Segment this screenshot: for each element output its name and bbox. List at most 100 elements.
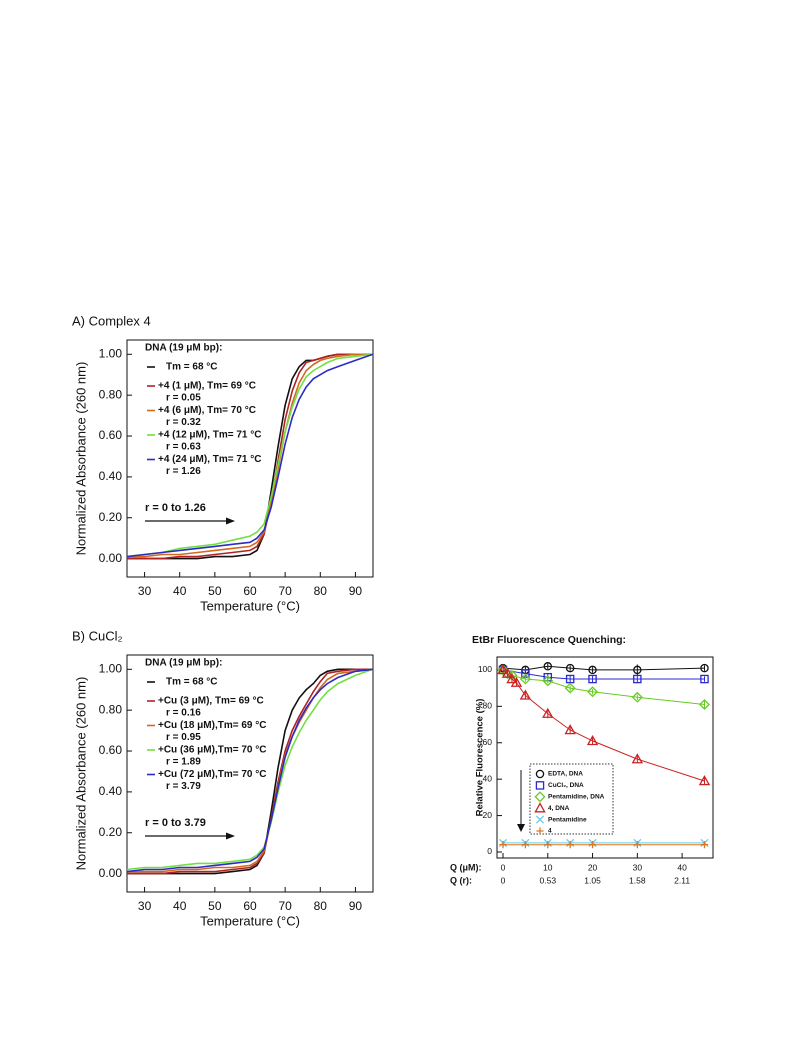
panel-label: B) CuCl₂: [72, 628, 123, 643]
x-tick-label: 30: [633, 862, 643, 872]
marker: [588, 841, 597, 849]
panel-label: A) Complex 4: [72, 313, 151, 328]
y-tick-label: 0.20: [99, 510, 123, 524]
marker: [501, 667, 514, 678]
y-tick-label: 0.20: [99, 825, 123, 839]
marker: [564, 682, 576, 694]
y-tick-label: 0.00: [99, 866, 123, 880]
y-tick-label: 100: [478, 664, 492, 674]
x2-axis-label: Q (r):: [450, 875, 472, 885]
y-tick-label: 0.80: [99, 702, 123, 716]
x-tick-label: 90: [349, 899, 363, 913]
legend-r: r = 0.63: [166, 442, 201, 453]
marker: [535, 781, 545, 790]
marker: [499, 841, 507, 849]
legend-label: +4 (12 μM), Tm= 71 °C: [158, 430, 262, 441]
legend-label: Pentamidine: [548, 816, 587, 823]
x-tick-label: 70: [278, 584, 292, 598]
marker: [566, 841, 574, 849]
legend-box: [529, 763, 614, 835]
marker: [564, 724, 576, 735]
x-tick-label: 80: [314, 584, 328, 598]
x-tick-label: 60: [243, 584, 257, 598]
legend-r: r = 3.79: [166, 781, 201, 792]
marker: [534, 791, 546, 803]
marker: [700, 841, 709, 849]
legend-label: +Cu (36 μM),Tm= 70 °C: [158, 745, 266, 756]
series-line: [126, 353, 374, 558]
x-tick-label: 70: [278, 899, 292, 913]
marker: [588, 665, 597, 675]
y-tick-label: 20: [483, 810, 493, 820]
x-tick-label: 0: [501, 862, 506, 872]
annotation: r = 0 to 3.79: [145, 817, 206, 829]
chart-title: EtBr Fluorescence Quenching:: [472, 634, 626, 646]
series-line: [502, 669, 705, 782]
x-tick-label: 40: [677, 862, 687, 872]
legend-label: Tm = 68 °C: [166, 362, 218, 373]
legend-title: DNA (19 μM bp):: [145, 658, 222, 669]
marker: [543, 662, 553, 671]
legend-r: r = 0.95: [166, 732, 201, 743]
legend-label: 4, DNA: [548, 805, 570, 812]
legend-label: CuCl₂, DNA: [548, 782, 584, 789]
marker: [587, 686, 599, 698]
marker: [542, 675, 554, 687]
y-tick-label: 0.60: [99, 743, 123, 757]
legend-label: EDTA, DNA: [548, 771, 583, 778]
marker: [633, 841, 641, 849]
y-tick-label: 0.60: [99, 428, 123, 442]
y-axis-label: Normalized Absorbance (260 nm): [73, 677, 88, 871]
y-tick-label: 0.80: [99, 387, 123, 401]
legend-label: +Cu (18 μM),Tm= 69 °C: [158, 720, 266, 731]
annotation-arrowhead: [226, 517, 235, 525]
marker: [542, 707, 554, 718]
legend-label: +4 (24 μM), Tm= 71 °C: [158, 454, 262, 465]
series-line: [127, 668, 373, 875]
marker: [586, 735, 599, 746]
y-tick-label: 0.40: [99, 469, 123, 483]
marker: [510, 676, 523, 687]
plot-frame: [496, 656, 714, 859]
marker: [700, 674, 709, 684]
y-axis-label: Normalized Absorbance (260 nm): [73, 362, 88, 556]
marker: [536, 827, 544, 835]
marker: [565, 663, 575, 673]
legend-r: r = 0.16: [166, 708, 201, 719]
x-tick-label: 60: [243, 899, 257, 913]
legend-label: 4: [548, 828, 552, 835]
legend-arrowhead: [517, 824, 525, 832]
series-line: [126, 668, 374, 873]
legend-label: Pentamidine, DNA: [548, 794, 605, 801]
marker: [519, 689, 532, 700]
marker: [535, 769, 545, 779]
marker: [700, 663, 709, 673]
legend-label: Tm = 68 °C: [166, 677, 218, 688]
x2-tick-label: 1.05: [584, 875, 601, 885]
x2-tick-label: 2.11: [674, 875, 690, 885]
marker: [633, 674, 642, 684]
legend-label: +4 (6 μM), Tm= 70 °C: [158, 405, 256, 416]
legend-label: +Cu (72 μM),Tm= 70 °C: [158, 769, 266, 780]
x-tick-label: 50: [208, 899, 222, 913]
y-axis-label: Relative Fluorescence (%): [475, 699, 486, 817]
legend-r: r = 0.05: [166, 393, 201, 404]
marker: [497, 663, 509, 675]
x2-tick-label: 0.53: [540, 875, 557, 885]
x-tick-label: 30: [138, 899, 152, 913]
marker: [534, 802, 546, 813]
y-tick-label: 40: [483, 773, 493, 783]
x-tick-label: 50: [208, 584, 222, 598]
legend-r: r = 0.32: [166, 417, 201, 428]
legend-r: r = 1.26: [166, 466, 201, 477]
marker: [535, 815, 545, 824]
x-tick-label: 20: [588, 862, 598, 872]
marker: [698, 775, 711, 786]
y-tick-label: 1.00: [99, 661, 123, 675]
marker: [544, 841, 552, 849]
x-tick-label: 80: [314, 899, 328, 913]
x-tick-label: 90: [349, 584, 363, 598]
x2-tick-label: 1.58: [629, 875, 646, 885]
x-tick-label: 40: [173, 584, 187, 598]
